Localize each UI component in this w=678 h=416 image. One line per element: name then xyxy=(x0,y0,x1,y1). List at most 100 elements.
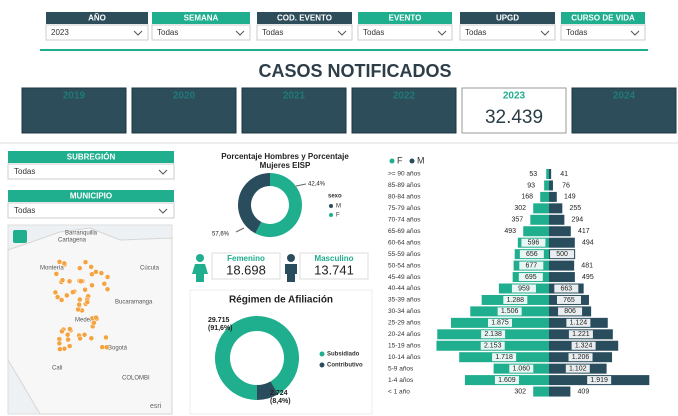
data-label: 493 xyxy=(504,228,516,235)
legend-label: M xyxy=(417,155,425,165)
data-label: 495 xyxy=(582,274,594,281)
canvas: CASOS NOTIFICADOS AÑO2023SEMANATodasCOD.… xyxy=(0,0,678,416)
year-label: 2023 xyxy=(503,91,526,102)
filter-label: AÑO xyxy=(88,14,106,23)
donut-label: (91,6%) xyxy=(208,325,233,332)
map-label: Cali xyxy=(52,366,62,372)
map-point xyxy=(82,332,87,337)
map-point xyxy=(94,315,99,320)
map-point xyxy=(103,335,108,340)
data-label: 41 xyxy=(560,171,568,178)
bar xyxy=(549,238,575,248)
data-label: 677 xyxy=(525,262,537,269)
data-label: 302 xyxy=(514,205,526,212)
data-label: 695 xyxy=(525,274,537,281)
bar xyxy=(549,169,551,179)
data-label: 481 xyxy=(581,262,593,269)
y-tick-label: 70-74 años xyxy=(388,217,421,224)
legend-marker xyxy=(320,363,325,368)
map-point xyxy=(89,283,94,288)
data-label: 357 xyxy=(511,217,523,224)
map-point xyxy=(89,264,94,269)
dashboard: CASOS NOTIFICADOS AÑO2023SEMANATodasCOD.… xyxy=(0,0,678,416)
leader xyxy=(236,228,244,232)
filter-label: CURSO DE VIDA xyxy=(571,14,635,23)
y-tick-label: 15-19 años xyxy=(388,342,421,349)
legend-marker xyxy=(329,213,333,217)
bar xyxy=(540,192,549,202)
bar xyxy=(549,272,575,282)
data-label: 596 xyxy=(528,240,540,247)
map-point xyxy=(54,271,59,276)
map-point xyxy=(105,287,110,292)
data-label: 2.138 xyxy=(484,331,502,338)
bar xyxy=(544,180,549,190)
map-label: Bucaramanga xyxy=(115,300,153,306)
bar xyxy=(523,226,549,236)
bar xyxy=(546,169,549,179)
y-tick-label: 1-4 años xyxy=(388,377,414,384)
legend-label: M xyxy=(336,204,341,210)
dropdown-value: Todas xyxy=(157,28,178,37)
data-label: 255 xyxy=(569,205,581,212)
bar xyxy=(549,226,571,236)
dropdown-value: Todas xyxy=(14,167,35,176)
map-label: Cúcuta xyxy=(140,266,160,272)
map-point xyxy=(70,290,75,295)
map-credit: esri xyxy=(150,403,162,410)
donut-label: 57,6% xyxy=(212,232,230,238)
map-point xyxy=(67,344,72,349)
map-point xyxy=(85,300,90,305)
data-label: 1.718 xyxy=(495,354,513,361)
map-point xyxy=(99,271,104,276)
map-point xyxy=(62,261,67,266)
year-label: 2020 xyxy=(173,91,196,102)
y-tick-label: 5-9 años xyxy=(388,365,414,372)
donut-label: 42,4% xyxy=(308,182,326,188)
map-label: Cartagena xyxy=(58,238,87,244)
map-label: Montería xyxy=(40,266,64,272)
data-label: 2.153 xyxy=(484,343,502,350)
y-tick-label: 25-29 años xyxy=(388,320,421,327)
map-label: Barranquilla xyxy=(65,231,98,237)
y-tick-label: >= 90 años xyxy=(388,171,421,178)
data-label: 302 xyxy=(514,388,526,395)
y-tick-label: 10-14 años xyxy=(388,354,421,361)
map-point xyxy=(77,302,82,307)
y-tick-label: 35-39 años xyxy=(388,297,421,304)
chart-title: Porcentaje Hombres y Porcentaje Mujeres … xyxy=(215,152,355,170)
bar xyxy=(549,261,574,271)
map-point xyxy=(57,341,62,346)
y-tick-label: 75-79 años xyxy=(388,205,421,212)
data-label: 1.609 xyxy=(498,377,516,384)
legend-label: Contributivo xyxy=(327,363,363,369)
data-label: 1.102 xyxy=(569,365,587,372)
y-tick-label: 45-49 años xyxy=(388,274,421,281)
bar xyxy=(530,215,549,225)
map-point xyxy=(102,281,107,286)
bar xyxy=(533,387,549,397)
map-point xyxy=(91,320,96,325)
kpi-value: 13.741 xyxy=(314,262,354,277)
bar xyxy=(549,192,557,202)
legend-label: F xyxy=(336,213,340,219)
legend-marker xyxy=(320,352,325,357)
data-label: 1.506 xyxy=(501,308,519,315)
data-label: 76 xyxy=(562,182,570,189)
legend-label: Subsidiado xyxy=(327,352,360,358)
map-point xyxy=(57,259,62,264)
filter-label: MUNICIPIO xyxy=(70,192,112,201)
filter-label: SEMANA xyxy=(184,14,219,23)
map-point xyxy=(76,307,81,312)
data-label: 149 xyxy=(564,194,576,201)
map-point xyxy=(77,297,82,302)
map-point xyxy=(89,336,94,341)
bar xyxy=(549,215,564,225)
map-point xyxy=(65,332,70,337)
dropdown-value: 2023 xyxy=(51,28,69,37)
map-button[interactable] xyxy=(13,230,27,243)
y-tick-label: 55-59 años xyxy=(388,251,421,258)
data-label: 1.060 xyxy=(513,365,531,372)
page-title: CASOS NOTIFICADOS xyxy=(258,61,451,81)
map-label: Bogotá xyxy=(108,346,128,352)
